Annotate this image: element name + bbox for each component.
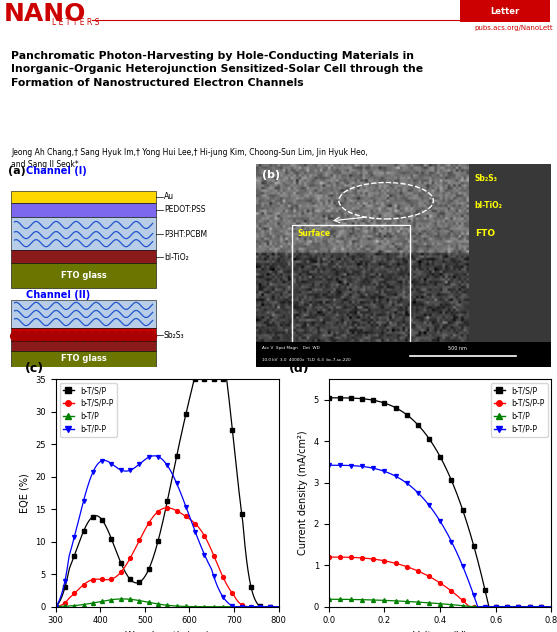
Circle shape [82,332,92,341]
Legend: b-T/S/P, b-T/S/P-P, b-T/P, b-T/P-P: b-T/S/P, b-T/S/P-P, b-T/P, b-T/P-P [491,383,548,437]
Circle shape [115,332,125,341]
Text: Jeong Ah Chang,† Sang Hyuk Im,† Yong Hui Lee,† Hi-jung Kim, Choong-Sun Lim, Jin : Jeong Ah Chang,† Sang Hyuk Im,† Yong Hui… [11,149,368,169]
Y-axis label: Current density (mA/cm²): Current density (mA/cm²) [298,430,308,556]
Bar [256,343,551,367]
Circle shape [42,332,52,341]
X-axis label: Wavelength (nm): Wavelength (nm) [125,631,209,632]
Text: bl-TiO₂: bl-TiO₂ [475,201,502,210]
Text: Channel (II): Channel (II) [26,289,90,300]
Text: P3HT:PCBM: P3HT:PCBM [164,229,207,239]
Text: Panchromatic Photon-Harvesting by Hole-Conducting Materials in
Inorganic–Organic: Panchromatic Photon-Harvesting by Hole-C… [11,51,423,88]
Bar [11,191,156,203]
Legend: b-T/S/P, b-T/S/P-P, b-T/P, b-T/P-P: b-T/S/P, b-T/S/P-P, b-T/P, b-T/P-P [60,383,116,437]
Text: 10.0 kV  3.0  40000x  TLD  6.3  bc-7-sc-220: 10.0 kV 3.0 40000x TLD 6.3 bc-7-sc-220 [262,358,351,363]
Text: PEDOT:PSS: PEDOT:PSS [164,205,206,214]
Text: Surface: Surface [297,229,331,238]
Text: FTO glass: FTO glass [61,271,106,280]
Bar [11,328,156,341]
Circle shape [27,332,37,341]
Circle shape [11,332,21,341]
Bar [11,203,156,217]
Text: L E T T E R S: L E T T E R S [52,18,99,27]
Text: 500 nm: 500 nm [448,346,467,351]
Circle shape [58,332,69,341]
Text: Channel (I): Channel (I) [26,166,86,176]
Circle shape [91,332,101,341]
Bar [460,0,550,22]
Text: (d): (d) [289,362,309,375]
Circle shape [75,332,85,341]
Text: NANO: NANO [4,2,86,26]
Bar [292,225,410,350]
Bar [11,250,156,264]
Bar [11,341,156,351]
Text: Acc V  Spot Magn    Det  WD: Acc V Spot Magn Det WD [262,346,320,350]
Circle shape [66,332,76,341]
Circle shape [139,332,149,341]
Circle shape [106,332,116,341]
Bar [11,300,156,328]
Circle shape [51,332,61,341]
Text: FTO: FTO [475,229,495,238]
Bar [11,264,156,288]
X-axis label: Voltage (V): Voltage (V) [413,631,467,632]
Bar [469,164,551,367]
Circle shape [99,332,109,341]
Text: Letter: Letter [490,6,520,16]
Text: Au: Au [164,192,174,201]
Text: pubs.acs.org/NanoLett: pubs.acs.org/NanoLett [475,25,553,31]
Text: bl-TiO₂: bl-TiO₂ [164,253,188,262]
Text: FTO glass: FTO glass [61,355,106,363]
Y-axis label: EQE (%): EQE (%) [20,473,30,513]
Circle shape [18,332,28,341]
Circle shape [130,332,140,341]
Circle shape [123,332,133,341]
Text: Sb₂S₃: Sb₂S₃ [164,331,184,340]
Circle shape [35,332,45,341]
Text: (b): (b) [262,171,280,180]
Bar [11,351,156,367]
Bar [11,217,156,250]
Text: Sb₂S₃: Sb₂S₃ [475,174,497,183]
Circle shape [146,332,157,341]
Text: (a): (a) [8,166,26,176]
Text: (c): (c) [25,362,43,375]
